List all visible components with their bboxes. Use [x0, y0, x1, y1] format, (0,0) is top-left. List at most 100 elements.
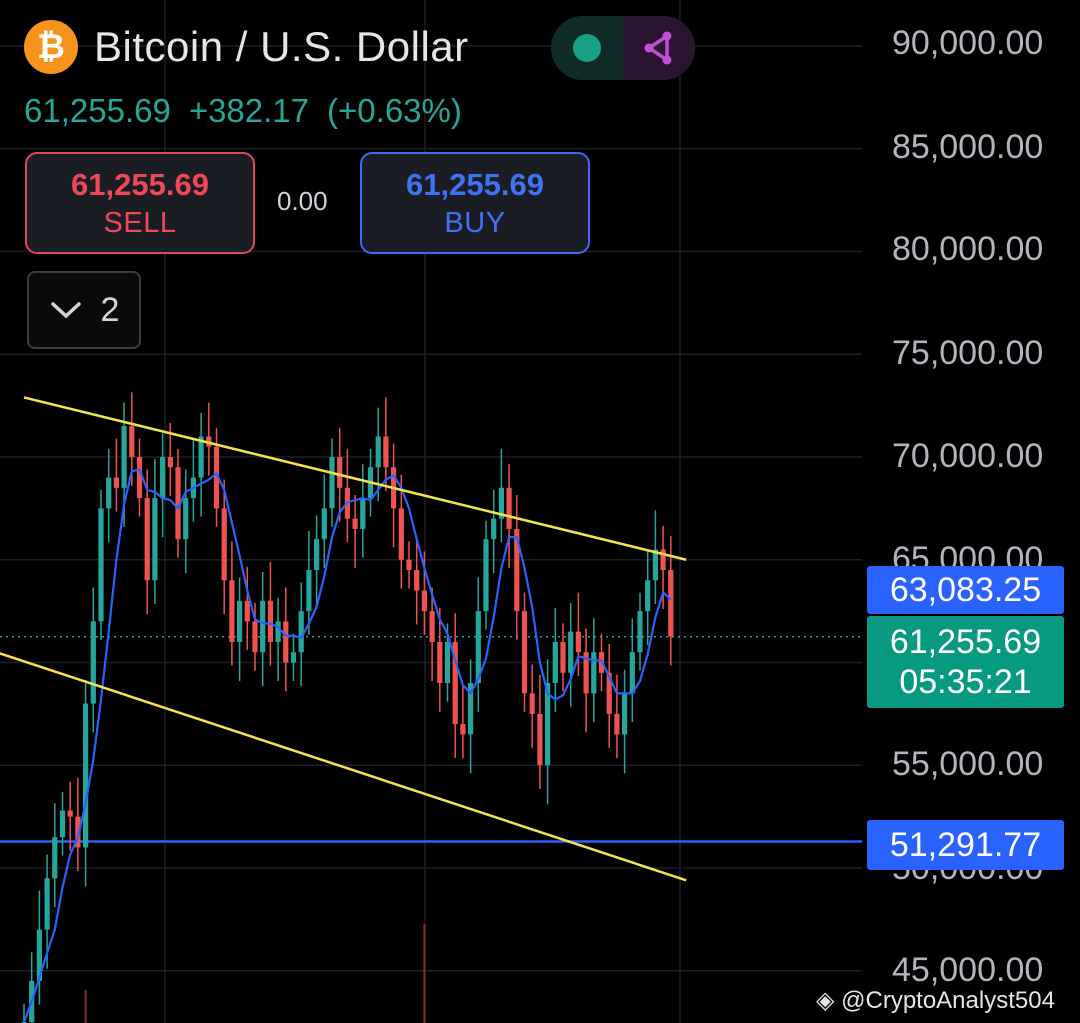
candle-body	[637, 611, 643, 653]
sell-label: SELL	[103, 206, 177, 239]
moving-average-value: 63,083.25	[889, 570, 1042, 609]
candle-body	[629, 652, 635, 694]
buy-label: BUY	[444, 206, 506, 239]
candle-body	[398, 508, 404, 560]
market-status-toggle[interactable]	[551, 16, 695, 80]
candle-body	[90, 621, 96, 704]
candle-body	[583, 652, 589, 694]
price-axis-label: 85,000.00	[892, 128, 1044, 166]
candle-body	[606, 672, 612, 714]
candle-body	[252, 621, 258, 653]
candle-body	[444, 641, 451, 684]
candle-body	[221, 508, 227, 581]
candle-body	[429, 611, 435, 642]
last-price-value: 61,255.69	[889, 623, 1042, 661]
candle-body	[244, 600, 250, 622]
candle-body	[237, 600, 243, 642]
indicator-count: 2	[100, 290, 120, 329]
candle-body	[59, 810, 66, 838]
price-axis-label: 55,000.00	[892, 745, 1044, 783]
horizontal-level-tag: 51,291.77	[867, 820, 1064, 870]
buy-button[interactable]: 61,255.69 BUY	[360, 152, 590, 254]
watermark-text: @CryptoAnalyst504	[841, 987, 1055, 1014]
candle-body	[183, 498, 189, 540]
candle-body	[529, 693, 535, 714]
diamond-logo-icon: ◈	[816, 987, 842, 1014]
watermark: ◈ @CryptoAnalyst504	[816, 986, 1055, 1015]
price-axis-label: 45,000.00	[892, 951, 1044, 989]
candle-body	[452, 641, 458, 725]
last-price: 61,255.69	[24, 92, 171, 129]
candle-body	[160, 457, 166, 499]
chevron-down-icon	[50, 302, 81, 319]
candle-body	[267, 600, 273, 642]
candle-body	[668, 570, 674, 637]
candle-body	[406, 559, 412, 571]
horizontal-level-value: 51,291.77	[889, 825, 1042, 864]
price-axis-label: 80,000.00	[892, 230, 1044, 268]
candle-body	[575, 631, 581, 653]
price-axis-label: 90,000.00	[892, 24, 1044, 62]
candle-body	[213, 446, 220, 509]
candle-body	[560, 641, 566, 673]
candle-body	[152, 498, 158, 581]
candle-body	[106, 477, 112, 509]
candle-body	[352, 518, 358, 529]
symbol-header[interactable]: ₿ Bitcoin / U.S. Dollar	[24, 20, 469, 74]
candle-body	[298, 611, 304, 653]
candle-body	[75, 816, 81, 848]
candle-body	[622, 693, 628, 735]
price-change-pct: (+0.63%)	[327, 92, 462, 129]
candle-body	[275, 621, 281, 642]
indicators-collapse-button[interactable]: 2	[27, 271, 141, 349]
last-price-tag: 61,255.69 05:35:21	[867, 616, 1064, 708]
candle-body	[375, 436, 381, 468]
moving-average-tag: 63,083.25	[867, 566, 1064, 614]
candle-body	[506, 487, 512, 529]
candle-body	[360, 498, 366, 529]
candle-body	[321, 508, 327, 540]
channel-upper-line	[23, 396, 687, 561]
candle-body	[568, 631, 574, 673]
sell-price: 61,255.69	[71, 166, 209, 202]
candle-body	[167, 457, 173, 468]
price-quote: 61,255.69 +382.17 (+0.63%)	[24, 92, 480, 130]
share-icon[interactable]	[623, 16, 695, 80]
bar-countdown: 05:35:21	[899, 663, 1032, 701]
candle-body	[306, 570, 312, 612]
candle-body	[652, 549, 658, 581]
candle-body	[175, 467, 181, 540]
candle-body	[98, 508, 104, 622]
moving-average-line	[22, 468, 672, 1023]
candle-body	[460, 724, 466, 735]
candle-body	[121, 426, 127, 488]
candle-body	[552, 641, 558, 684]
spread-value: 0.00	[277, 186, 328, 216]
symbol-title[interactable]: Bitcoin / U.S. Dollar	[94, 23, 469, 70]
candle-body	[614, 713, 620, 735]
candle-body	[36, 929, 42, 982]
candle-body	[67, 810, 73, 817]
candle-body	[521, 611, 528, 694]
sell-button[interactable]: 61,255.69 SELL	[25, 152, 255, 254]
candle-body	[383, 436, 389, 468]
candle-body	[229, 580, 235, 642]
candle-body	[83, 703, 89, 848]
candle-body	[44, 878, 50, 930]
candle-body	[475, 611, 481, 684]
candle-body	[283, 621, 289, 663]
candle-body	[660, 549, 666, 571]
price-axis-label: 70,000.00	[892, 437, 1044, 475]
channel-lower-line	[0, 652, 687, 882]
candle-body	[437, 641, 443, 684]
candle-body	[414, 570, 420, 591]
candle-body	[144, 498, 150, 581]
candle-body	[491, 518, 497, 540]
candle-body	[421, 590, 427, 612]
market-open-icon[interactable]	[551, 16, 623, 80]
candle-body	[468, 683, 474, 735]
bitcoin-icon: ₿	[24, 20, 78, 74]
candle-body	[498, 487, 504, 519]
price-axis-label: 75,000.00	[892, 334, 1044, 372]
candle-body	[290, 652, 297, 663]
